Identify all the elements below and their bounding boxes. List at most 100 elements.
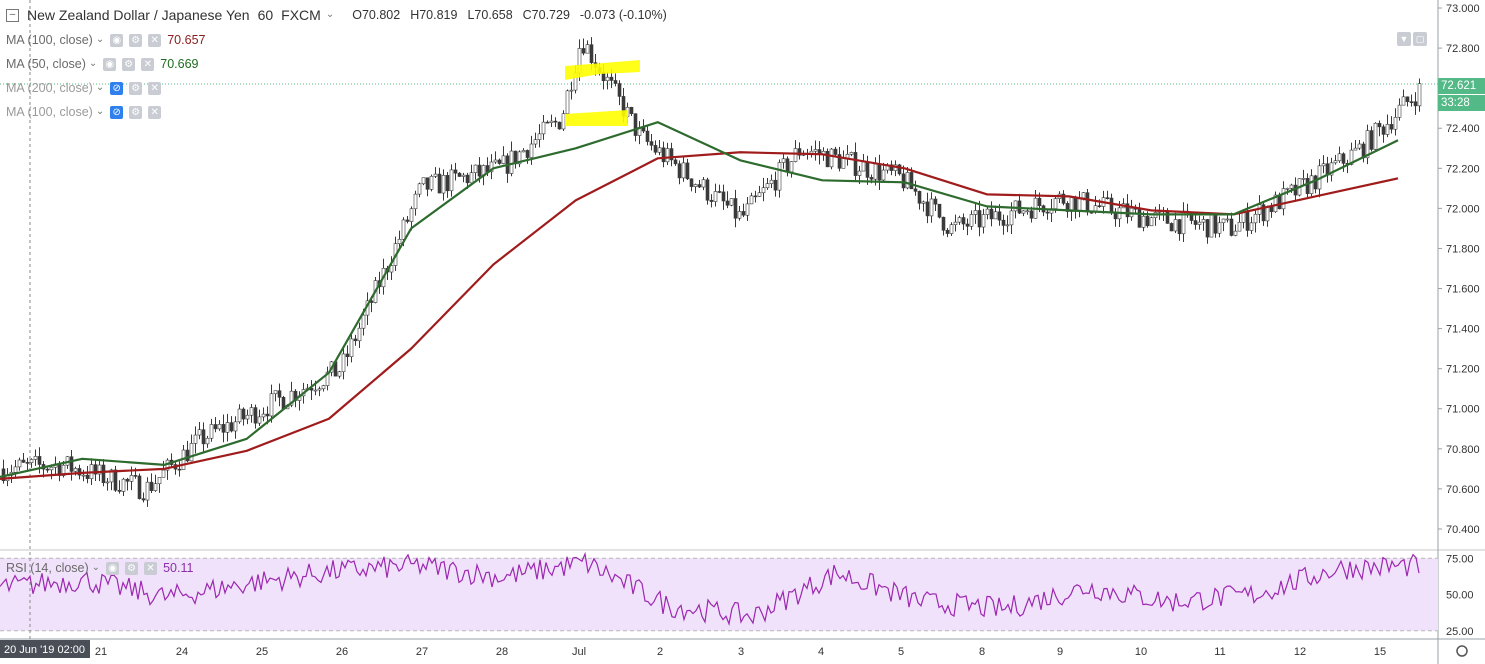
candle-body: [877, 163, 882, 181]
candle-body: [849, 152, 854, 155]
candle-body: [109, 469, 114, 483]
candle-body: [741, 211, 746, 216]
chevron-down-icon[interactable]: ⌄: [91, 562, 101, 573]
candle-body: [773, 179, 778, 191]
candle-body: [945, 229, 950, 234]
candle-body: [245, 414, 250, 420]
candle-body: [725, 200, 730, 206]
candle-body: [1385, 124, 1390, 135]
candle-body: [1349, 149, 1354, 165]
indicator-rsi[interactable]: RSI (14, close) ⌄ ◉ ⚙ ✕ 50.11: [6, 559, 193, 577]
price-tick-label: 71.200: [1446, 364, 1480, 376]
candle-body: [829, 148, 834, 168]
candle-body: [701, 179, 706, 188]
time-tick-label: 12: [1294, 646, 1306, 658]
candle-body: [1309, 175, 1314, 194]
eye-off-icon[interactable]: ⊘: [110, 81, 124, 95]
chevron-down-icon[interactable]: ⌄: [325, 9, 335, 20]
candle-body: [697, 184, 702, 188]
eye-icon[interactable]: ◉: [110, 33, 124, 47]
candle-body: [941, 216, 946, 231]
time-tick-label: 24: [176, 646, 188, 658]
candle-body: [341, 353, 346, 373]
gear-icon[interactable]: ⚙: [129, 33, 143, 47]
candle-body: [925, 201, 930, 217]
candle-body: [1249, 222, 1254, 231]
candle-body: [677, 163, 682, 179]
price-tick-label: 70.400: [1446, 524, 1480, 536]
candle-body: [317, 388, 322, 391]
candle-body: [765, 183, 770, 189]
candle-body: [257, 416, 262, 424]
candle-body: [177, 468, 182, 471]
candle-body: [705, 179, 710, 201]
close-icon[interactable]: ✕: [148, 81, 162, 95]
close-icon[interactable]: ✕: [148, 33, 162, 47]
candle-body: [1073, 196, 1078, 212]
close-icon[interactable]: ✕: [144, 561, 158, 575]
candle-body: [461, 174, 466, 177]
eye-icon[interactable]: ◉: [103, 57, 117, 71]
time-tick-label: 4: [818, 646, 824, 658]
indicator-ma50[interactable]: MA (50, close) ⌄ ◉ ⚙ ✕ 70.669: [6, 55, 199, 73]
close-icon[interactable]: ✕: [141, 57, 155, 71]
candle-body: [749, 195, 754, 205]
pane-maximize-icon[interactable]: ▢: [1413, 32, 1427, 46]
candle-body: [509, 150, 514, 174]
gear-icon[interactable]: ⚙: [129, 81, 143, 95]
candle-body: [549, 120, 554, 123]
candle-body: [405, 219, 410, 222]
candle-body: [713, 191, 718, 202]
chevron-down-icon[interactable]: ⌄: [95, 34, 105, 45]
indicator-label: MA (100, close): [6, 105, 93, 119]
candle-body: [529, 143, 534, 158]
candle-body: [345, 353, 350, 357]
rsi-band: [0, 558, 1438, 631]
gear-icon[interactable]: ⚙: [129, 105, 143, 119]
candle-body: [213, 424, 218, 430]
price-tick-label: 71.800: [1446, 243, 1480, 255]
candle-body: [1313, 175, 1318, 190]
candle-body: [81, 474, 86, 477]
candle-body: [889, 164, 894, 171]
close-value: C70.729: [522, 8, 570, 22]
candle-body: [917, 191, 922, 204]
candle-body: [733, 198, 738, 219]
candle-body: [37, 456, 42, 465]
candle-body: [965, 223, 970, 227]
symbol-header[interactable]: – New Zealand Dollar / Japanese Yen 60 F…: [6, 5, 667, 25]
collapse-icon[interactable]: –: [6, 8, 19, 22]
indicator-ma100[interactable]: MA (100, close) ⌄ ◉ ⚙ ✕ 70.657: [6, 31, 205, 49]
candle-body: [1245, 211, 1250, 231]
gear-icon[interactable]: ⚙: [122, 57, 136, 71]
eye-off-icon[interactable]: ⊘: [110, 105, 124, 119]
price-tick-label: 72.600: [1446, 83, 1480, 95]
candle-body: [45, 468, 50, 471]
candle-body: [1389, 124, 1394, 130]
candle-body: [1381, 126, 1386, 135]
chevron-down-icon[interactable]: ⌄: [88, 58, 98, 69]
indicator-ma200[interactable]: MA (200, close) ⌄ ⊘ ⚙ ✕: [6, 79, 162, 97]
candle-body: [1025, 210, 1030, 213]
time-tick-label: 9: [1057, 646, 1063, 658]
close-icon[interactable]: ✕: [148, 105, 162, 119]
eye-icon[interactable]: ◉: [106, 561, 120, 575]
candle-body: [233, 421, 238, 432]
time-tick-label: 11: [1214, 646, 1225, 658]
indicator-ma100-hidden[interactable]: MA (100, close) ⌄ ⊘ ⚙ ✕: [6, 103, 162, 121]
gear-icon[interactable]: ⚙: [125, 561, 139, 575]
candle-body: [197, 429, 202, 436]
candle-body: [1365, 130, 1370, 159]
candle-body: [1213, 214, 1218, 234]
indicator-label: RSI (14, close): [6, 561, 89, 575]
candle-body: [441, 175, 446, 194]
chevron-down-icon[interactable]: ⌄: [95, 82, 105, 93]
candle-body: [729, 198, 734, 206]
candle-body: [993, 211, 998, 220]
pane-down-icon[interactable]: ▼: [1397, 32, 1411, 46]
candle-body: [721, 191, 726, 202]
candle-body: [125, 478, 130, 482]
chevron-down-icon[interactable]: ⌄: [95, 106, 105, 117]
candle-body: [425, 177, 430, 190]
